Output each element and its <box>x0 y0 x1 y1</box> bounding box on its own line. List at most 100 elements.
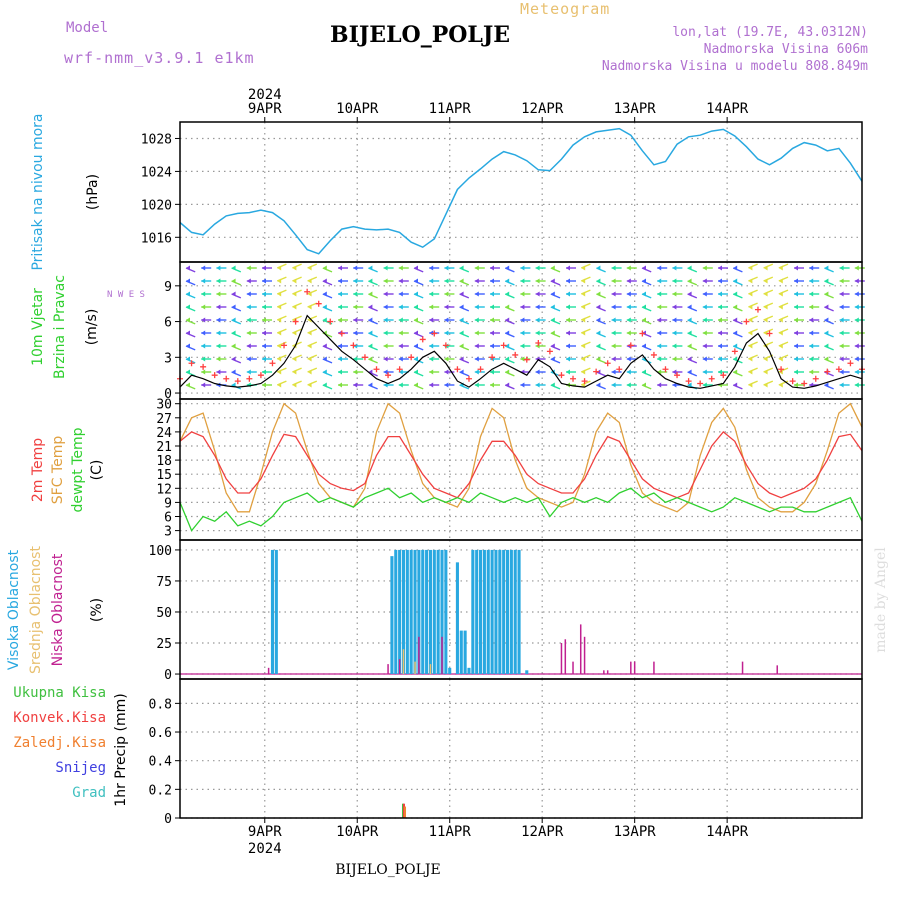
wind-gust-marker <box>281 342 288 349</box>
wind-arrowhead <box>520 330 525 336</box>
wind-arrowhead <box>368 369 373 375</box>
wind-arrowhead <box>490 330 494 336</box>
wind-arrowhead <box>809 317 814 323</box>
cloud-bar <box>425 549 429 675</box>
wind-arrowhead <box>687 369 692 375</box>
wind-arrowhead <box>292 330 297 336</box>
pressure-unit: (hPa) <box>85 174 101 210</box>
wind-arrowhead <box>809 304 814 310</box>
wind-arrowhead <box>277 382 282 388</box>
wind-arrowhead <box>611 317 616 323</box>
wind-arrowhead <box>535 343 540 349</box>
wind-arrowhead <box>550 317 555 323</box>
wind-arrowhead <box>322 278 327 284</box>
wind-arrowhead <box>216 330 221 336</box>
cloud-bar <box>398 549 402 675</box>
wind-gust-marker <box>408 354 415 361</box>
wind-arrowhead <box>839 330 844 336</box>
wind-arrowhead <box>778 330 783 336</box>
wind-arrowhead <box>231 304 236 310</box>
pressure-ylabel: Pritisak na nivou mora <box>30 113 46 270</box>
cloud-bar <box>490 549 494 675</box>
wind-gust-marker <box>396 366 403 373</box>
wind-arrowhead <box>763 330 768 336</box>
y-tick-label: 3 <box>164 351 172 366</box>
wind-arrowhead <box>672 330 677 336</box>
wind-arrowhead <box>322 317 327 323</box>
wind-gust-marker <box>593 368 600 375</box>
precip-legend-label: Ukupna Kisa <box>13 685 106 701</box>
pressure-series-line <box>179 127 863 255</box>
wind-arrowhead <box>322 343 327 349</box>
wind-gust-marker <box>674 372 681 379</box>
wind-arrowhead <box>702 330 707 336</box>
wind-arrowhead <box>474 278 479 284</box>
wind-arrowhead <box>398 265 403 271</box>
wind-arrowhead <box>459 369 464 375</box>
cloud-bar <box>274 549 278 675</box>
wind-arrowhead <box>718 356 722 362</box>
date-tick-bottom: 9APR <box>248 824 282 840</box>
wind-gust-marker <box>373 366 380 373</box>
wind-arrowhead <box>216 291 221 297</box>
wind-arrowhead <box>353 291 358 297</box>
wind-gust-marker <box>650 351 657 358</box>
wind-arrowhead <box>550 356 555 362</box>
wind-arrowhead <box>550 291 555 297</box>
wind-arrowhead <box>794 265 798 271</box>
wind-arrowhead <box>763 356 768 362</box>
wind-arrowhead <box>353 356 358 362</box>
wind-arrowhead <box>854 291 859 297</box>
cloud-bar <box>417 549 421 675</box>
wind-arrowhead <box>672 369 677 375</box>
cloud-bar <box>398 659 401 675</box>
wind-arrowhead <box>505 265 510 271</box>
wind-arrowhead <box>824 343 829 349</box>
wind-arrowhead <box>672 356 677 362</box>
dewpoint-ylabel: dewpt Temp <box>70 427 86 512</box>
wind-arrowhead <box>231 356 236 362</box>
y-tick-label: 12 <box>156 482 172 497</box>
y-tick-label: 24 <box>156 426 172 441</box>
wind-arrowhead <box>490 382 494 388</box>
wind-arrowhead <box>520 291 525 297</box>
wind-arrowhead <box>626 382 631 388</box>
wind-gust-marker <box>546 348 553 355</box>
cloud-bar <box>441 636 443 675</box>
wind-arrowhead <box>262 278 266 284</box>
wind-arrowhead <box>459 278 464 284</box>
wind-gust-marker <box>304 288 311 295</box>
wind-arrowhead <box>459 291 464 297</box>
wind-arrowhead <box>672 317 677 323</box>
wind-arrowhead <box>854 330 859 336</box>
wind-arrowhead <box>566 343 570 349</box>
wind-arrowhead <box>322 369 327 375</box>
wind-arrowhead <box>216 356 221 362</box>
wind-arrowhead <box>216 304 221 310</box>
wind-arrowhead <box>687 278 692 284</box>
wind-arrowhead <box>444 369 449 375</box>
wind-arrowhead <box>444 317 449 323</box>
wind-gust-marker <box>743 318 750 325</box>
wind-arrowhead <box>596 382 601 388</box>
cloud-mid-ylabel: Srednja Oblacnost <box>28 546 44 674</box>
wind-arrowhead <box>338 304 342 310</box>
wind-arrowhead <box>414 356 418 362</box>
wind-arrowhead <box>262 343 266 349</box>
wind-arrowhead <box>383 356 388 362</box>
wind-arrowhead <box>550 265 555 271</box>
wind-arrowhead <box>702 343 707 349</box>
wind-arrowhead <box>672 265 677 271</box>
wind-arrowhead <box>246 382 251 388</box>
wind-arrowhead <box>186 382 190 388</box>
wind-arrowhead <box>429 304 434 310</box>
wind-arrowhead <box>581 369 586 375</box>
wind-arrowhead <box>246 291 251 297</box>
wind-gust-marker <box>188 360 195 367</box>
wind-arrowhead <box>277 291 282 297</box>
wind-gust-marker <box>812 375 819 382</box>
y-tick-label: 50 <box>156 606 172 621</box>
wind-arrowhead <box>550 330 555 336</box>
wind-arrowhead <box>383 278 388 284</box>
wind-arrowhead <box>262 330 266 336</box>
